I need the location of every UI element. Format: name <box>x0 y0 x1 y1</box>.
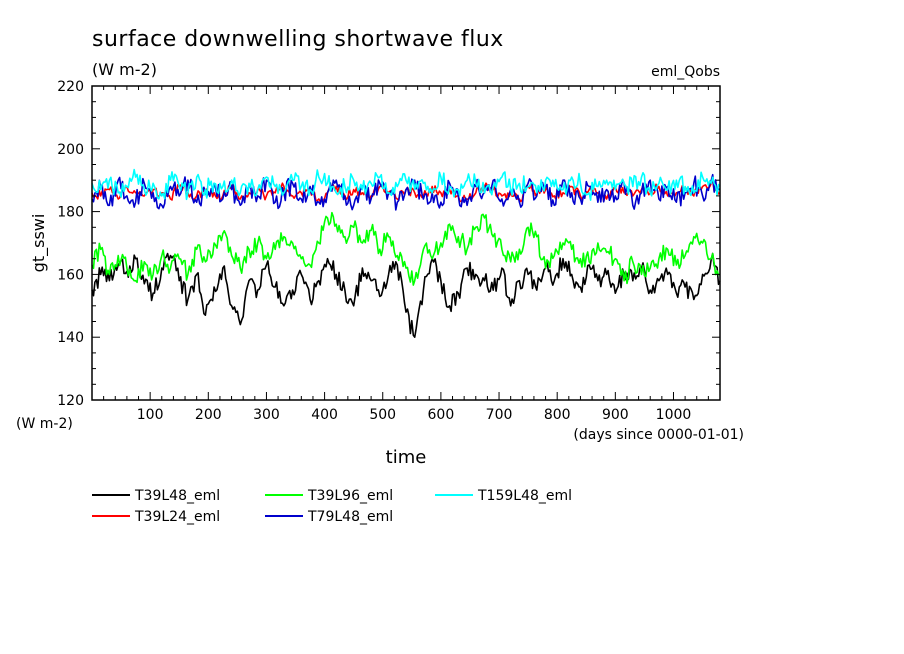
series-line-T79L48_eml <box>91 173 721 211</box>
legend-item-T39L24_eml: T39L24_eml <box>92 509 220 525</box>
y-tick-label: 140 <box>57 330 84 346</box>
x-tick-label: 1000 <box>656 407 692 423</box>
series-line-T39L48_eml <box>91 252 721 339</box>
y-tick-label: 120 <box>57 393 84 409</box>
x-axis-label: time <box>386 447 427 468</box>
legend-item-T39L96_eml: T39L96_eml <box>265 488 393 504</box>
y-axis-unit: (W m-2) <box>16 416 73 432</box>
x-tick-label: 700 <box>486 407 513 423</box>
y-tick-label: 180 <box>57 205 84 221</box>
legend-label: T39L48_eml <box>134 488 220 504</box>
plot-frame <box>91 85 721 401</box>
series-line-T39L96_eml <box>91 211 721 286</box>
legend: T39L48_eml T39L24_eml T39L96_eml T79L48_eml… <box>92 488 572 525</box>
legend-item-T39L48_eml: T39L48_eml <box>92 488 220 504</box>
x-tick-label: 300 <box>253 407 280 423</box>
y-axis-label: gt_sswi <box>29 214 49 273</box>
y-tick-label: 160 <box>57 267 84 283</box>
axis-tick-labels: 100 200 300 400 500 600 700 800 900 1000 120 140 160… <box>57 79 691 423</box>
x-tick-label: 200 <box>195 407 222 423</box>
chart-subtitle: (W m-2) <box>92 60 157 79</box>
y-tick-label: 220 <box>57 79 84 95</box>
legend-label: T39L96_eml <box>307 488 393 504</box>
x-tick-label: 500 <box>369 407 396 423</box>
series-line-T159L48_eml <box>91 168 721 201</box>
chart-title: surface downwelling shortwave flux <box>92 27 504 52</box>
x-tick-label: 800 <box>544 407 571 423</box>
legend-label: T159L48_eml <box>477 488 572 504</box>
y-tick-label: 200 <box>57 142 84 158</box>
axis-ticks <box>92 86 720 400</box>
legend-item-T79L48_eml: T79L48_eml <box>265 509 393 525</box>
x-tick-label: 400 <box>311 407 338 423</box>
legend-label: T79L48_eml <box>307 509 393 525</box>
x-tick-label: 100 <box>137 407 164 423</box>
legend-item-T159L48_eml: T159L48_eml <box>435 488 572 504</box>
x-tick-label: 600 <box>428 407 455 423</box>
plot-lines <box>91 168 721 339</box>
x-tick-label: 900 <box>602 407 629 423</box>
x-axis-unit: (days since 0000-01-01) <box>573 427 744 443</box>
chart-annotation-right: eml_Qobs <box>651 64 720 80</box>
legend-label: T39L24_eml <box>134 509 220 525</box>
